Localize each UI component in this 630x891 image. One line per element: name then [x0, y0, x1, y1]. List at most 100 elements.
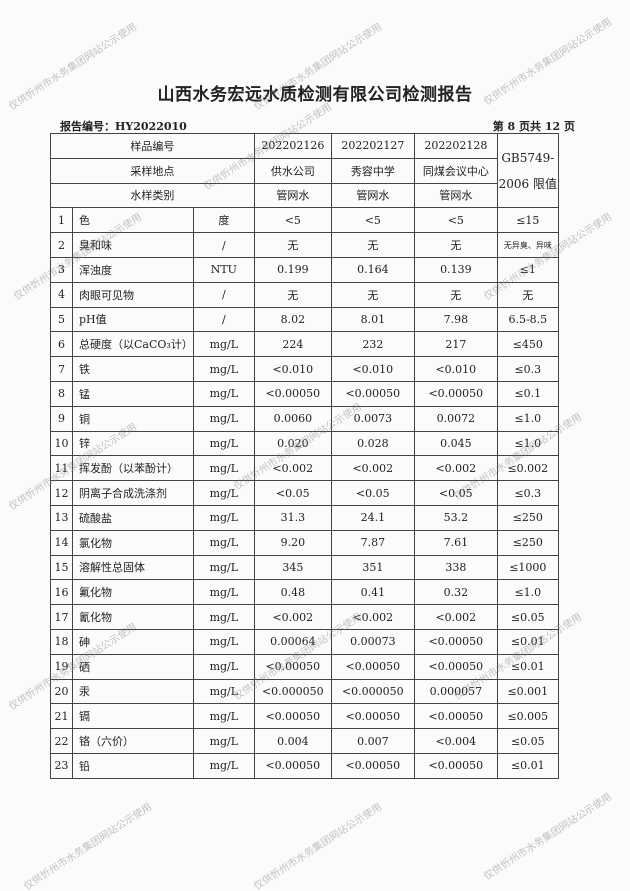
row-number: 1	[50, 207, 73, 234]
value: 7.87	[330, 529, 415, 556]
standard-limit: ≤250	[496, 504, 559, 531]
table-row: 23 铅 mg/L <0.00050 <0.00050 <0.00050 ≤0.01	[50, 752, 559, 779]
value: <0.00050	[413, 380, 498, 407]
value: <5	[253, 207, 332, 234]
item-name: 总硬度（以CaCO₃计）	[72, 331, 194, 358]
unit: mg/L	[192, 579, 255, 606]
value: 217	[413, 331, 498, 358]
table-row: 10 锌 mg/L 0.020 0.028 0.045 ≤1.0	[50, 430, 559, 457]
value: 无	[253, 232, 332, 258]
item-name: 铅	[72, 752, 194, 779]
standard-limit: ≤0.3	[496, 356, 559, 382]
type-row: 水样类别 管网水 管网水 管网水	[50, 182, 559, 209]
table-row: 17 氰化物 mg/L <0.002 <0.002 <0.002 ≤0.05	[50, 604, 559, 630]
unit: mg/L	[192, 604, 255, 630]
row-number: 15	[50, 554, 73, 581]
row-number: 14	[50, 529, 73, 556]
value: 345	[253, 554, 332, 581]
table-row: 13 硫酸盐 mg/L 31.3 24.1 53.2 ≤250	[50, 504, 559, 531]
table-row: 18 砷 mg/L 0.00064 0.00073 <0.00050 ≤0.01	[50, 628, 559, 655]
value: 7.61	[413, 529, 498, 556]
report-number: 报告编号：HY2022010	[60, 120, 187, 133]
value: 0.00073	[330, 628, 415, 655]
value: 0.164	[330, 256, 415, 283]
value: <0.00050	[413, 752, 498, 779]
standard-limit: ≤1.0	[496, 579, 559, 606]
item-name: 氰化物	[72, 604, 194, 630]
value: 224	[253, 331, 332, 358]
value: 0.000057	[413, 678, 498, 705]
unit: mg/L	[192, 703, 255, 730]
standard-limit: ≤250	[496, 529, 559, 556]
results-table: 样品编号 202202126 202202127 202202128 GB574…	[50, 132, 559, 779]
table-row: 4 肉眼可见物 / 无无无无	[50, 281, 559, 308]
standard-limit: 无	[496, 281, 559, 308]
row-number: 11	[50, 455, 73, 482]
sample-no: 202202127	[330, 133, 415, 159]
item-name: 砷	[72, 628, 194, 655]
value: <0.002	[330, 455, 415, 482]
value: <0.002	[413, 455, 498, 482]
value: 无	[330, 281, 415, 308]
table-row: 3 浑浊度 NTU 0.199 0.164 0.139 ≤1	[50, 256, 559, 283]
value: <0.00050	[253, 653, 332, 680]
item-name: 汞	[72, 678, 194, 705]
standard-limit: ≤0.05	[496, 604, 559, 630]
value: 无	[413, 232, 498, 258]
value: <0.05	[330, 480, 415, 506]
item-name: 浑浊度	[72, 256, 194, 283]
value: 0.045	[413, 430, 498, 457]
value: 0.020	[253, 430, 332, 457]
standard-limit: 6.5-8.5	[496, 306, 559, 333]
unit: NTU	[192, 256, 255, 283]
watermark: 仅供忻州市水务集团网站公示使用	[482, 791, 614, 883]
unit: mg/L	[192, 728, 255, 754]
sample-no: 202202126	[253, 133, 332, 159]
value: 53.2	[413, 504, 498, 531]
sample-number-row: 样品编号 202202126 202202127 202202128 GB574…	[50, 132, 559, 209]
value: 8.01	[330, 306, 415, 333]
standard-header: GB5749-2006 限值	[496, 132, 559, 209]
page-number: 第 8 页共 12 页	[492, 120, 575, 133]
unit: mg/L	[192, 628, 255, 655]
row-number: 17	[50, 604, 73, 630]
value: 8.02	[253, 306, 332, 333]
value: <0.010	[413, 356, 498, 382]
value: <0.002	[330, 604, 415, 630]
table-row: 5 pH值/8.02 8.01 7.98 6.5-8.5	[50, 306, 559, 333]
row-number: 22	[50, 728, 73, 754]
value: 232	[330, 331, 415, 358]
value: <0.00050	[413, 703, 498, 730]
standard-limit: ≤0.001	[496, 678, 559, 705]
value: <0.002	[253, 455, 332, 482]
table-row: 20 汞 mg/L <0.000050 <0.000050 0.000057 ≤0.001	[50, 678, 559, 705]
value: <0.00050	[330, 653, 415, 680]
value: 351	[330, 554, 415, 581]
location-row: 采样地点 供水公司 秀容中学 同煤会议中心	[50, 157, 559, 184]
sample-type: 管网水	[330, 182, 415, 209]
standard-limit: ≤15	[496, 207, 559, 234]
row-number: 19	[50, 653, 73, 680]
value: 9.20	[253, 529, 332, 556]
value: 无	[330, 232, 415, 258]
unit: mg/L	[192, 529, 255, 556]
table-row: 1 色度 <5 <5 <5 ≤15	[50, 207, 559, 234]
value: 31.3	[253, 504, 332, 531]
item-name: 肉眼可见物	[72, 281, 194, 308]
row-number: 20	[50, 678, 73, 705]
item-name: 氟化物	[72, 579, 194, 606]
value: 0.028	[330, 430, 415, 457]
value: <0.002	[253, 604, 332, 630]
unit: mg/L	[192, 678, 255, 705]
unit: mg/L	[192, 405, 255, 432]
value: <0.00050	[413, 653, 498, 680]
report-title: 山西水务宏远水质检测有限公司检测报告	[157, 85, 473, 105]
value: <0.000050	[330, 678, 415, 705]
unit: mg/L	[192, 331, 255, 358]
standard-limit: ≤450	[496, 331, 559, 358]
watermark: 仅供忻州市水务集团网站公示使用	[22, 801, 154, 891]
sample-location: 供水公司	[253, 157, 332, 184]
unit: mg/L	[192, 430, 255, 457]
value: <0.004	[413, 728, 498, 754]
